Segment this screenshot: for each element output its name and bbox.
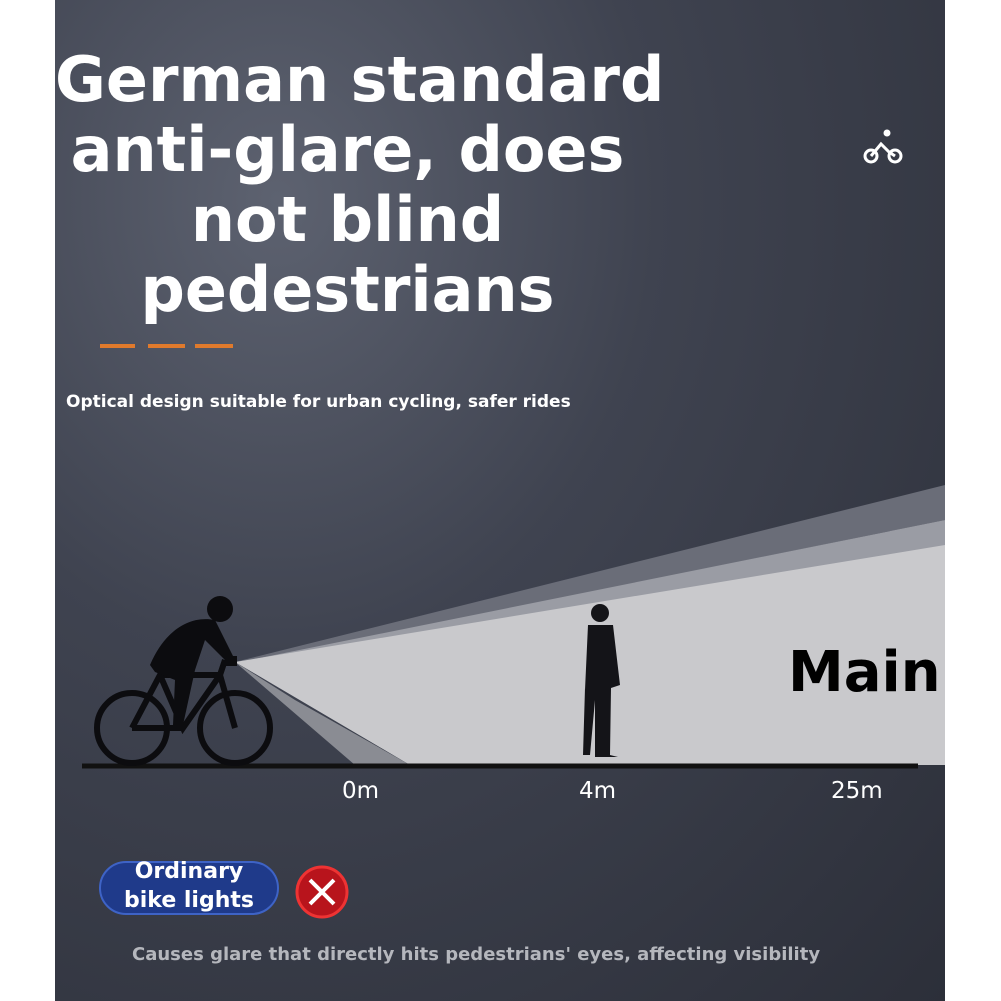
- rider: [150, 596, 237, 725]
- title-line: pedestrians: [140, 253, 555, 326]
- bike-icon: [863, 129, 903, 164]
- subtitle: Optical design suitable for urban cyclin…: [66, 392, 571, 412]
- distance-label: 25m: [831, 778, 883, 804]
- cross-mark: [308, 878, 336, 906]
- badge: [99, 861, 279, 915]
- beam-halo: [235, 485, 945, 664]
- badge-line: bike lights: [123, 888, 254, 913]
- distance-label: 0m: [342, 778, 380, 804]
- distance-label: 4m: [579, 778, 617, 804]
- title-line: German standard: [55, 43, 665, 116]
- panel: German standard anti-glare, does not bli…: [55, 0, 945, 1001]
- badge-text: Ordinary bike lights: [100, 857, 278, 915]
- pedestrian: [583, 604, 620, 757]
- title: German standard anti-glare, does not bli…: [55, 43, 665, 326]
- beam-halo: [235, 520, 945, 664]
- scene: [82, 129, 945, 919]
- badge-line: Ordinary: [134, 859, 244, 884]
- title-line: anti-glare, does: [70, 113, 625, 186]
- title-line: not blind: [190, 183, 505, 256]
- caption: Causes glare that directly hits pedestri…: [132, 944, 821, 965]
- main-label: Main: [788, 640, 941, 705]
